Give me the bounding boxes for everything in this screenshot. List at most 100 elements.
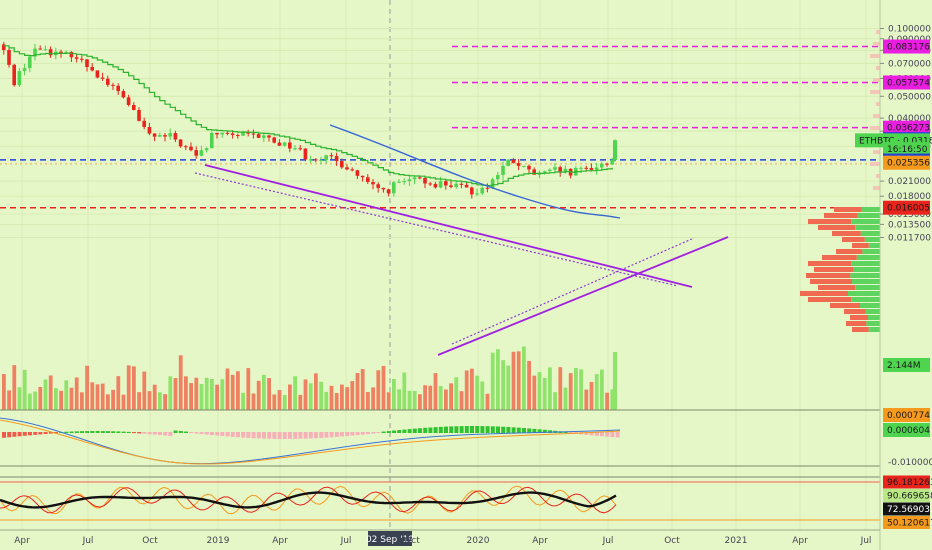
candle-body <box>397 181 401 183</box>
candle-body <box>444 181 448 186</box>
volume-profile-faint <box>873 42 880 46</box>
macd-histogram-bar <box>137 432 142 434</box>
volume-bar <box>522 346 526 410</box>
volume-bar <box>501 360 505 410</box>
candle-body <box>464 184 469 188</box>
volume-bar <box>22 369 27 410</box>
candle-body <box>69 51 74 58</box>
volume-bar <box>574 367 578 410</box>
macd-histogram-bar <box>7 432 12 438</box>
volume-profile-sell <box>836 249 863 254</box>
time-tick-label: Oct <box>664 536 680 546</box>
macd-histogram-bar <box>215 432 220 436</box>
volume-profile-buy <box>855 285 880 290</box>
volume-bar <box>423 385 427 410</box>
volume-profile-faint <box>873 114 880 118</box>
volume-bar <box>106 394 110 410</box>
macd-histogram-bar <box>163 432 168 436</box>
macd-histogram-bar <box>38 432 43 435</box>
volume-bar <box>464 370 469 410</box>
candle-body <box>605 163 609 165</box>
volume-profile-buy <box>868 243 880 248</box>
volume-bar <box>475 375 479 410</box>
macd-tick-label: -0.010000 <box>888 458 932 468</box>
macd-histogram-bar <box>184 431 188 433</box>
time-tick-label: 2021 <box>725 536 748 546</box>
volume-profile-buy <box>860 231 880 236</box>
volume-bar <box>147 391 152 410</box>
volume-bar <box>563 387 568 410</box>
macd-histogram-bar <box>272 432 277 439</box>
volume-bar <box>605 392 609 410</box>
candle-body <box>28 56 32 69</box>
candle-body <box>262 135 266 138</box>
volume-bar <box>594 374 599 410</box>
volume-profile-buy <box>853 267 880 272</box>
volume-bar <box>527 360 531 410</box>
volume-bar <box>267 378 271 410</box>
candle-body <box>194 150 198 156</box>
macd-histogram-bar <box>589 432 594 436</box>
macd-histogram-bar <box>314 432 318 439</box>
volume-bar <box>345 387 349 410</box>
candle-body <box>116 85 120 92</box>
volume-bar <box>251 393 256 410</box>
volume-bar <box>511 351 516 410</box>
candle-body <box>329 155 334 157</box>
price-tick-label: 0.040000 <box>888 114 931 124</box>
volume-bar <box>324 391 329 410</box>
volume-bar <box>470 368 474 410</box>
candle-body <box>121 91 126 98</box>
volume-profile-sell <box>822 255 857 260</box>
volume-profile-sell <box>818 225 856 230</box>
volume-bar <box>532 375 537 410</box>
price-tick-label: 0.021000 <box>888 177 931 187</box>
volume-profile-faint <box>870 54 880 58</box>
candle-body <box>350 169 354 171</box>
volume-profile-buy <box>866 321 880 326</box>
macd-histogram-bar <box>516 427 521 433</box>
candle-body <box>324 155 328 160</box>
volume-profile-buy <box>868 327 880 332</box>
volume-profile-buy <box>855 225 880 230</box>
volume-bar <box>600 369 604 410</box>
volume-bar <box>584 389 589 410</box>
volume-profile-sell <box>834 207 862 212</box>
osc-tag-box <box>883 475 930 489</box>
candle-body <box>610 159 614 165</box>
candle-body <box>366 177 370 182</box>
macd-histogram-bar <box>178 431 183 433</box>
osc-tag-box <box>883 502 930 516</box>
candle-body <box>470 187 474 195</box>
volume-tag-box <box>883 358 930 372</box>
crosshair-date-box <box>368 531 412 546</box>
candle-body <box>303 148 308 160</box>
candle-body <box>376 184 380 188</box>
volume-bar <box>303 379 308 410</box>
candle-body <box>152 133 157 137</box>
volume-profile-sell <box>842 237 865 242</box>
candle-body <box>199 150 204 156</box>
price-tick-label: 0.070000 <box>888 59 931 69</box>
volume-tag-label: 2.144M <box>887 361 921 371</box>
candle-body <box>173 133 178 140</box>
macd-histogram-bar <box>303 432 308 439</box>
volume-bar <box>194 377 199 410</box>
volume-bar <box>334 392 339 410</box>
macd-histogram-bar <box>324 432 329 438</box>
macd-tag-label: 0.000604 <box>887 426 930 436</box>
osc-main-line <box>0 491 617 509</box>
macd-histogram-bar <box>267 432 272 439</box>
macd-histogram-bar <box>69 431 74 433</box>
macd-histogram-bar <box>490 426 495 433</box>
price-axis[interactable]: 0.1000000.0900000.0800000.0700000.060000… <box>855 0 932 550</box>
candle-body <box>184 146 188 148</box>
macd-histogram-bar <box>241 432 246 438</box>
candle-body <box>272 137 276 143</box>
volume-bar <box>319 381 323 410</box>
ascending-channel-dotted <box>451 237 695 345</box>
macd-histogram-bar <box>605 432 610 437</box>
volume-bar <box>579 369 583 410</box>
